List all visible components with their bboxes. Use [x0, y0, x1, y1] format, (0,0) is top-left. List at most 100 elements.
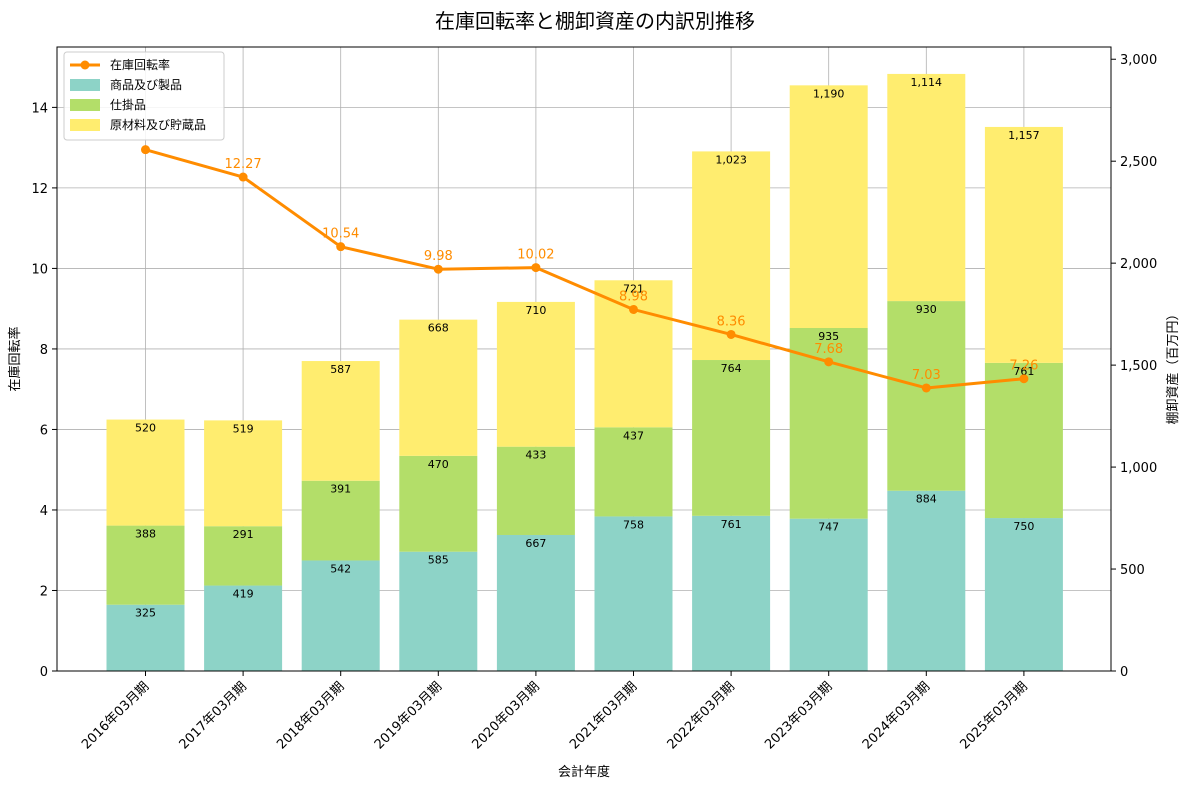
legend-bar-swatch — [70, 99, 100, 111]
turnover-point — [629, 304, 638, 314]
bar-segment — [594, 280, 673, 428]
x-tick-label: 2023年03月期 — [762, 679, 835, 752]
bar-segment — [984, 126, 1063, 363]
bar-segment — [692, 151, 771, 361]
turnover-point — [433, 264, 443, 274]
x-tick-label: 2022年03月期 — [665, 679, 738, 752]
bar-value-label: 520 — [135, 422, 156, 435]
bar-value-label: 587 — [330, 363, 351, 376]
y-left-tick-label: 4 — [40, 504, 48, 519]
bar-value-label: 391 — [330, 483, 351, 496]
y-left-tick-label: 2 — [40, 584, 48, 599]
y-left-tick-label: 8 — [40, 343, 48, 358]
bar-value-label: 1,023 — [715, 153, 747, 166]
bar-value-label: 325 — [135, 607, 156, 620]
turnover-value-label: 7.68 — [814, 342, 843, 357]
turnover-value-label: 7.03 — [912, 368, 941, 383]
chart-title: 在庫回転率と棚卸資産の内訳別推移 — [435, 9, 755, 33]
bar-segment — [301, 361, 380, 481]
turnover-point — [726, 329, 736, 339]
bar-value-label: 668 — [428, 322, 449, 335]
bar-segment — [692, 360, 771, 516]
bar-segment — [984, 362, 1063, 519]
bar-value-label: 585 — [428, 554, 449, 567]
bar-series — [106, 73, 1063, 671]
x-tick-label: 2024年03月期 — [860, 679, 933, 752]
x-axis-label: 会計年度 — [558, 764, 610, 780]
y-left-tick-label: 10 — [31, 262, 48, 277]
legend-marker-swatch — [80, 60, 90, 70]
bar-segment — [301, 480, 380, 561]
turnover-value-label: 8.98 — [619, 289, 648, 304]
bar-value-label: 935 — [818, 330, 839, 343]
bar-value-label: 1,190 — [813, 87, 845, 100]
bar-segment — [887, 490, 966, 671]
legend-bar-swatch — [70, 79, 100, 91]
x-tick-label: 2018年03月期 — [274, 679, 347, 752]
bar-value-label: 470 — [428, 458, 449, 471]
x-tick-label: 2019年03月期 — [372, 679, 445, 752]
bar-segment — [496, 534, 575, 671]
bar-segment — [789, 85, 868, 329]
bar-value-label: 761 — [1013, 365, 1034, 378]
legend-entry-label: 仕掛品 — [110, 97, 146, 112]
bar-segment — [106, 604, 185, 671]
x-tick-label: 2025年03月期 — [957, 679, 1030, 752]
bar-segment — [399, 551, 478, 671]
bar-value-label: 930 — [916, 303, 937, 316]
y-axis-left-label: 在庫回転率 — [7, 326, 23, 391]
bar-value-label: 291 — [233, 528, 254, 541]
turnover-value-label: 8.36 — [717, 314, 746, 329]
bar-segment — [399, 455, 478, 552]
y-axis-right-label: 棚卸資産（百万円） — [1165, 307, 1181, 424]
bar-value-label: 437 — [623, 429, 644, 442]
y-right-tick-label: 2,500 — [1120, 155, 1157, 170]
y-left-tick-label: 0 — [40, 665, 48, 680]
bar-value-label: 747 — [818, 521, 839, 534]
bar-segment — [204, 420, 283, 527]
legend-box — [63, 51, 225, 141]
bar-segment — [789, 518, 868, 671]
turnover-point — [336, 242, 346, 252]
turnover-point — [531, 263, 541, 273]
turnover-line-series: 12.27 10.54 9.98 10.02 8.98 8.36 7.68 7.03 7.26 — [141, 145, 1038, 393]
bar-segment — [887, 73, 966, 302]
bar-value-label: 764 — [721, 362, 742, 375]
bar-value-labels: 325 419 542 585 667 758 761 747 884 750 388 291 391 4… — [135, 76, 1040, 620]
turnover-point — [238, 172, 248, 182]
bar-segment — [496, 301, 575, 447]
bar-value-label: 1,114 — [911, 76, 943, 89]
bar-segment — [496, 446, 575, 535]
bar-segment — [984, 518, 1063, 671]
legend-bar-swatch — [70, 119, 100, 131]
bar-segment — [106, 525, 185, 605]
bar-value-label: 519 — [233, 422, 254, 435]
legend-entry-label: 原材料及び貯蔵品 — [110, 118, 206, 132]
y-right-tick-label: 1,500 — [1120, 359, 1157, 374]
bar-value-label: 419 — [233, 588, 254, 601]
x-tick-label: 2021年03月期 — [567, 679, 640, 752]
y-right-tick-label: 500 — [1120, 563, 1145, 578]
y-left-tick-label: 12 — [31, 182, 48, 197]
bar-segment — [106, 419, 185, 526]
bar-value-label: 721 — [623, 282, 644, 295]
bar-value-label: 433 — [525, 449, 546, 462]
turnover-point — [824, 357, 834, 367]
turnover-point — [1019, 374, 1029, 384]
y-left-tick-label: 6 — [40, 423, 48, 438]
bar-segment — [692, 515, 771, 671]
bar-value-label: 884 — [916, 493, 937, 506]
y-right-tick-label: 0 — [1120, 665, 1128, 680]
bar-value-label: 542 — [330, 562, 351, 575]
bar-segment — [204, 526, 283, 586]
bar-value-label: 1,157 — [1008, 129, 1040, 142]
bar-value-label: 761 — [721, 518, 742, 531]
legend-entry-label: 商品及び製品 — [110, 77, 182, 92]
bar-value-label: 710 — [525, 304, 546, 317]
y-right-tick-label: 2,000 — [1120, 257, 1157, 272]
bar-segment — [594, 427, 673, 517]
turnover-value-label: 12.27 — [224, 157, 261, 172]
bar-segment — [204, 585, 283, 671]
